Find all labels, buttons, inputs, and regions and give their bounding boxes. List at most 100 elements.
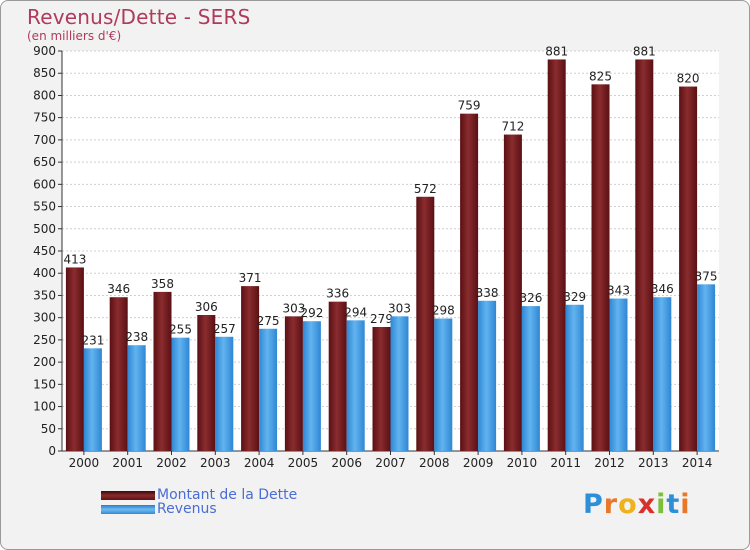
chart-title: Revenus/Dette - SERS [27, 5, 251, 29]
y-tick-label: 900 [33, 44, 56, 58]
data-label-revenue: 346 [651, 282, 674, 296]
data-label-debt: 759 [458, 99, 481, 113]
data-label-revenue: 329 [563, 290, 586, 304]
bar-debt [109, 297, 128, 451]
data-label-debt: 279 [370, 312, 393, 326]
y-tick-label: 550 [33, 200, 56, 214]
data-label-revenue: 257 [213, 322, 236, 336]
bar-revenue [215, 336, 234, 451]
legend-swatch-revenue [101, 504, 155, 514]
data-label-revenue: 298 [432, 304, 455, 318]
y-tick-label: 0 [48, 444, 56, 458]
bar-debt [416, 196, 435, 451]
y-tick-label: 200 [33, 355, 56, 369]
bar-debt [679, 86, 698, 452]
bar-revenue [478, 300, 497, 451]
bar-debt [197, 315, 216, 451]
data-label-revenue: 303 [388, 301, 411, 315]
chart-subtitle: (en milliers d'€) [27, 29, 122, 43]
data-label-debt: 306 [195, 300, 218, 314]
data-label-debt: 572 [414, 182, 437, 196]
bar-revenue [521, 306, 540, 451]
y-tick-label: 850 [33, 66, 56, 80]
y-tick-label: 600 [33, 177, 56, 191]
y-tick-label: 50 [41, 422, 56, 436]
x-tick-label: 2012 [594, 456, 625, 470]
bar-debt [635, 59, 654, 451]
legend-item-debt: Montant de la Dette [101, 487, 297, 503]
bar-debt [241, 286, 260, 451]
bar-revenue [302, 321, 321, 451]
x-tick-label: 2013 [638, 456, 669, 470]
y-tick-label: 450 [33, 244, 56, 258]
data-label-revenue: 375 [695, 269, 718, 283]
legend-label-revenue: Revenus [157, 501, 217, 517]
legend-swatch-debt [101, 490, 155, 500]
data-label-revenue: 238 [125, 330, 148, 344]
x-tick-label: 2011 [550, 456, 581, 470]
y-tick-label: 700 [33, 133, 56, 147]
y-tick-label: 650 [33, 155, 56, 169]
bar-revenue [697, 284, 716, 451]
bar-revenue [346, 320, 365, 451]
x-tick-label: 2003 [200, 456, 231, 470]
data-label-revenue: 338 [476, 286, 499, 300]
bar-revenue [565, 304, 584, 451]
y-tick-label: 750 [33, 111, 56, 125]
data-label-revenue: 231 [81, 333, 104, 347]
x-tick-label: 2002 [156, 456, 187, 470]
x-tick-label: 2014 [682, 456, 713, 470]
bar-debt [284, 316, 303, 451]
bar-debt [503, 134, 522, 452]
data-label-revenue: 326 [519, 291, 542, 305]
bar-debt [153, 291, 172, 451]
data-label-debt: 881 [633, 44, 656, 58]
y-tick-label: 400 [33, 266, 56, 280]
y-tick-label: 500 [33, 222, 56, 236]
x-tick-label: 2000 [69, 456, 100, 470]
x-tick-label: 2010 [507, 456, 538, 470]
data-label-debt: 358 [151, 277, 174, 291]
x-tick-label: 2006 [331, 456, 362, 470]
y-tick-label: 300 [33, 311, 56, 325]
data-label-debt: 712 [501, 120, 524, 134]
x-tick-label: 2008 [419, 456, 450, 470]
data-label-revenue: 275 [257, 314, 280, 328]
data-label-debt: 820 [677, 72, 700, 86]
legend-item-revenue: Revenus [101, 501, 217, 517]
y-tick-label: 800 [33, 88, 56, 102]
data-label-revenue: 294 [344, 305, 367, 319]
data-label-revenue: 343 [607, 284, 630, 298]
x-tick-label: 2009 [463, 456, 494, 470]
bar-debt [372, 327, 391, 451]
data-label-debt: 371 [239, 271, 262, 285]
y-tick-label: 350 [33, 288, 56, 302]
x-tick-label: 2005 [288, 456, 319, 470]
bar-debt [591, 84, 610, 451]
bar-revenue [83, 348, 102, 451]
bar-revenue [171, 337, 190, 451]
y-tick-label: 250 [33, 333, 56, 347]
data-label-debt: 413 [63, 252, 86, 266]
data-label-revenue: 292 [300, 306, 323, 320]
bar-revenue [259, 328, 278, 451]
bar-debt [65, 267, 84, 451]
bar-revenue [127, 345, 146, 451]
data-label-debt: 346 [107, 282, 130, 296]
legend-label-debt: Montant de la Dette [157, 487, 298, 503]
x-tick-label: 2007 [375, 456, 406, 470]
bar-debt [547, 59, 566, 451]
bar-revenue [390, 316, 409, 451]
x-tick-label: 2001 [112, 456, 143, 470]
data-label-revenue: 255 [169, 323, 192, 337]
y-tick-label: 100 [33, 400, 56, 414]
bar-debt [328, 301, 347, 451]
data-label-debt: 303 [282, 301, 305, 315]
x-tick-label: 2004 [244, 456, 275, 470]
bar-revenue [609, 298, 628, 451]
bar-revenue [434, 318, 453, 451]
bar-debt [460, 113, 479, 452]
data-label-debt: 336 [326, 287, 349, 301]
bar-revenue [653, 297, 672, 451]
